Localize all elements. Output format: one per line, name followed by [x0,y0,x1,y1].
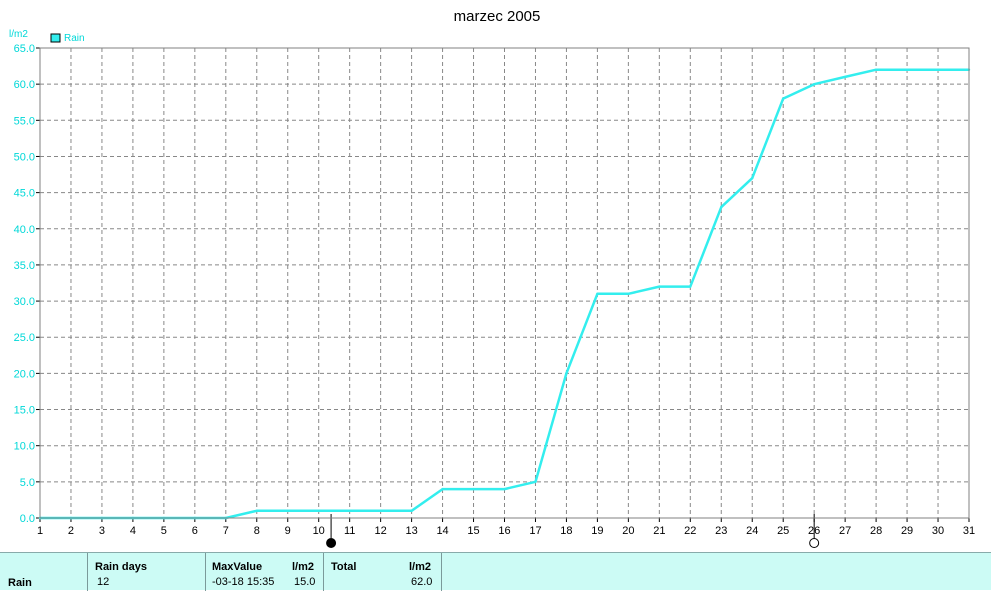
total-unit: l/m2 [409,561,432,573]
legend: Rain [50,33,85,44]
y-axis-ticks: 0.0 5.0 10.0 15.0 20.0 25.0 30.0 35.0 40.0 45.0 50… [14,43,40,525]
x-tick-label: 13 [405,525,417,537]
x-tick-label: 27 [839,525,851,537]
y-tick-label: 65.0 [14,43,35,55]
x-tick-label: 24 [746,525,758,537]
data-point [627,292,630,296]
data-point [596,292,599,296]
data-point [534,480,537,484]
x-tick-label: 5 [161,525,167,537]
raindays-header: Rain days [95,561,147,573]
data-point [410,509,413,512]
grid [40,48,969,518]
data-point [782,97,785,100]
data-point [441,487,444,491]
x-tick-label: 7 [223,525,229,537]
x-tick-label: 1 [37,525,43,537]
x-tick-label: 17 [529,525,541,537]
x-tick-label: 25 [777,525,789,537]
full-moon-icon [809,538,820,548]
y-tick-label: 25.0 [14,332,35,344]
y-tick-label: 15.0 [14,405,35,417]
summary-table: Rain Rain days 12 MaxValue l/m2 -03-18 1… [0,552,991,591]
x-tick-label: 19 [591,525,603,537]
x-tick-label: 14 [436,525,448,537]
maxvalue-unit: l/m2 [292,561,315,573]
x-tick-label: 31 [963,525,975,537]
legend-label-rain: Rain [64,33,85,44]
x-tick-label: 11 [344,525,355,537]
x-tick-label: 3 [99,525,105,537]
raindays-value: 12 [97,576,110,588]
data-point [812,82,816,86]
y-tick-label: 50.0 [14,151,35,163]
data-point [472,487,475,491]
row-label-rain: Rain [8,577,32,589]
data-point [751,176,754,180]
x-tick-label: 20 [622,525,634,537]
x-tick-label: 4 [130,525,136,537]
column-divider [323,553,324,591]
column-divider [205,553,206,591]
x-tick-label: 28 [870,525,882,537]
x-tick-label: 6 [192,525,198,537]
data-point [286,509,289,512]
maxvalue-timestamp: -03-18 15:35 [212,576,275,588]
maxvalue-value: 15.0 [294,576,316,588]
column-divider [87,553,88,591]
x-axis-ticks: 1 2 3 4 5 6 7 8 9 10 11 12 13 14 15 16 17 18 19 20 21 22 23 24 2… [37,518,975,537]
maxvalue-header: MaxValue [212,561,263,573]
y-tick-label: 10.0 [14,441,35,453]
column-divider [441,553,442,591]
y-tick-label: 55.0 [14,115,35,127]
y-axis-unit: l/m2 [9,29,28,40]
y-tick-label: 45.0 [14,188,35,200]
y-tick-label: 5.0 [20,477,35,489]
data-point [689,285,692,288]
plot-frame [39,47,970,519]
y-tick-label: 0.0 [20,513,35,525]
data-point [379,509,382,512]
y-tick-label: 20.0 [14,368,35,380]
data-point [843,75,847,79]
y-tick-label: 30.0 [14,296,35,308]
x-tick-label: 8 [254,525,260,537]
data-point [658,285,661,288]
x-tick-label: 16 [498,525,510,537]
data-point [503,487,506,491]
x-tick-label: 18 [560,525,572,537]
data-point [874,68,878,71]
new-moon-icon [326,538,337,548]
legend-swatch-rain [50,33,61,43]
x-tick-label: 23 [715,525,727,537]
chart-title: marzec 2005 [454,8,541,25]
y-tick-label: 35.0 [14,260,35,272]
x-tick-label: 22 [684,525,696,537]
x-tick-label: 15 [467,525,479,537]
x-tick-label: 2 [68,525,74,537]
y-tick-label: 40.0 [14,224,35,236]
moon-markers [326,514,820,548]
data-point [317,509,320,512]
x-tick-label: 9 [285,525,291,537]
data-point [348,509,351,512]
total-header: Total [331,561,357,573]
x-tick-label: 29 [901,525,913,537]
data-point [936,68,940,71]
rain-chart: marzec 2005 l/m2 Rain 0.05.010.015.020.0… [9,8,975,548]
x-tick-label: 21 [653,525,665,537]
x-tick-label: 12 [375,525,387,537]
data-point [565,372,568,375]
x-tick-label: 10 [313,525,325,537]
data-point [720,205,723,209]
y-tick-label: 60.0 [14,79,35,91]
data-point [255,509,258,512]
data-point [905,68,909,71]
x-tick-label: 30 [932,525,944,537]
total-value: 62.0 [411,576,433,588]
